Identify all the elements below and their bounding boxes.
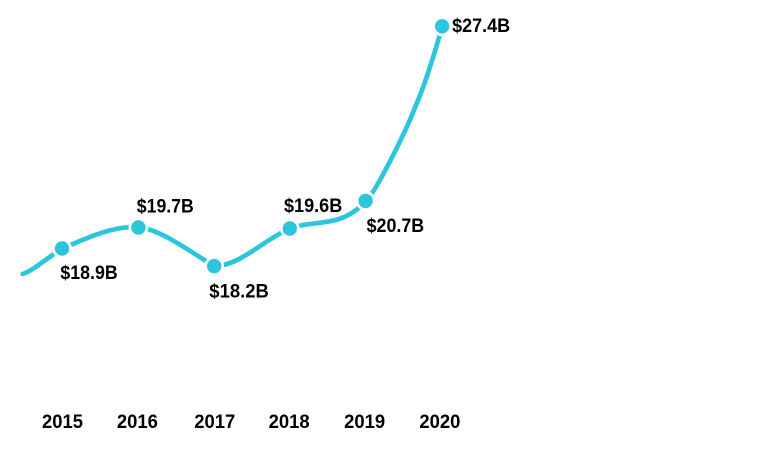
svg-text:$18.2B: $18.2B bbox=[209, 280, 269, 302]
svg-text:2017: 2017 bbox=[194, 411, 235, 433]
svg-text:$19.7B: $19.7B bbox=[137, 196, 194, 218]
svg-text:$19.6B: $19.6B bbox=[284, 195, 342, 217]
svg-text:$20.7B: $20.7B bbox=[367, 215, 425, 237]
svg-text:2020: 2020 bbox=[419, 411, 460, 433]
svg-text:$27.4B: $27.4B bbox=[452, 15, 510, 37]
svg-text:2019: 2019 bbox=[344, 411, 385, 433]
svg-text:2018: 2018 bbox=[269, 411, 310, 433]
svg-text:$18.9B: $18.9B bbox=[60, 262, 117, 284]
svg-text:2016: 2016 bbox=[117, 411, 158, 433]
svg-text:2015: 2015 bbox=[42, 411, 83, 433]
